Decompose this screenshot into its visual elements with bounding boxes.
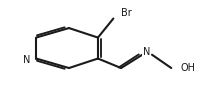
Text: Br: Br bbox=[121, 8, 132, 18]
Text: N: N bbox=[143, 47, 150, 57]
Text: OH: OH bbox=[181, 63, 196, 73]
Text: N: N bbox=[23, 55, 30, 65]
